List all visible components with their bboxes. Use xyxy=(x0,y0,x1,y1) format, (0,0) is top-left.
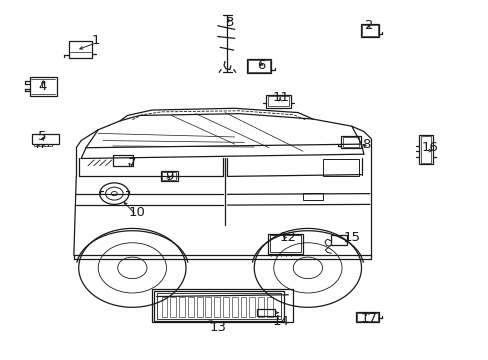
Text: 10: 10 xyxy=(128,206,145,219)
Bar xyxy=(161,297,167,317)
Text: 9: 9 xyxy=(164,170,173,183)
Bar xyxy=(160,171,177,181)
Bar xyxy=(196,297,202,317)
Bar xyxy=(418,135,432,164)
Bar xyxy=(269,235,301,252)
Text: 14: 14 xyxy=(272,315,289,328)
Text: 4: 4 xyxy=(38,80,46,93)
Text: 7: 7 xyxy=(128,157,136,170)
Bar xyxy=(266,297,272,317)
Bar xyxy=(157,293,281,319)
Text: 16: 16 xyxy=(421,141,437,154)
Bar xyxy=(30,77,57,96)
Bar xyxy=(43,144,47,146)
Text: 11: 11 xyxy=(272,91,289,104)
Bar xyxy=(39,144,42,146)
Bar xyxy=(246,59,271,73)
Bar xyxy=(48,144,52,146)
Bar xyxy=(214,297,220,317)
Bar xyxy=(205,297,211,317)
Bar xyxy=(152,289,293,321)
Text: 2: 2 xyxy=(364,19,372,32)
Bar xyxy=(266,95,290,108)
Bar xyxy=(249,297,255,317)
Bar xyxy=(267,234,303,253)
Bar xyxy=(248,60,269,72)
Bar xyxy=(360,24,378,37)
Bar xyxy=(223,297,228,317)
Bar xyxy=(420,136,430,163)
Bar xyxy=(322,159,358,176)
Bar xyxy=(170,297,176,317)
Bar xyxy=(32,134,59,144)
Text: 12: 12 xyxy=(279,231,296,244)
Text: 5: 5 xyxy=(38,130,46,144)
Bar xyxy=(113,155,133,166)
Bar xyxy=(303,193,322,200)
Text: 8: 8 xyxy=(362,138,370,150)
Bar xyxy=(231,297,237,317)
Bar xyxy=(330,235,346,245)
Bar xyxy=(187,297,193,317)
Bar xyxy=(355,312,378,321)
Text: 13: 13 xyxy=(209,320,226,333)
Bar xyxy=(34,144,38,146)
Bar xyxy=(256,309,275,316)
Bar xyxy=(69,41,92,58)
Bar xyxy=(267,96,289,107)
Bar xyxy=(340,136,360,148)
Bar xyxy=(179,297,184,317)
Bar xyxy=(342,137,358,147)
Text: 3: 3 xyxy=(225,16,234,29)
Bar xyxy=(356,313,377,320)
Bar xyxy=(162,172,176,180)
Bar xyxy=(154,291,283,320)
Bar xyxy=(240,297,246,317)
Bar xyxy=(361,25,377,36)
Text: 15: 15 xyxy=(343,231,360,244)
Text: 1: 1 xyxy=(91,33,100,47)
Text: 6: 6 xyxy=(257,59,265,72)
Bar xyxy=(258,297,264,317)
Text: 17: 17 xyxy=(360,311,377,325)
